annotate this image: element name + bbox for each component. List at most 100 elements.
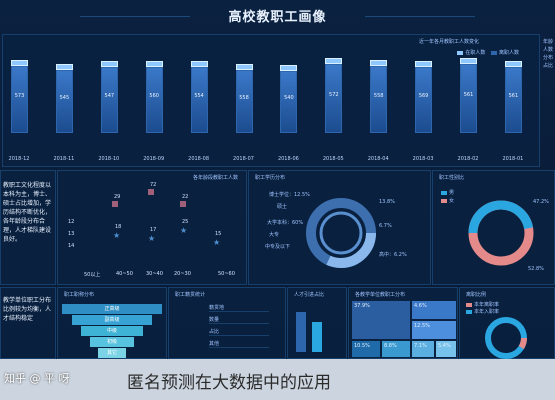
mini-donut-legend: 本年离职率 本年入职率 <box>466 302 499 316</box>
scatter-x-label: 20~30 <box>174 271 191 277</box>
bar-month-label: 2018-10 <box>98 156 120 162</box>
bar: 569 <box>415 61 433 133</box>
bar-value: 558 <box>239 94 249 101</box>
table-row: 籍贯地 <box>209 304 269 312</box>
bar-cap <box>504 61 522 67</box>
bar-cap <box>100 61 118 67</box>
bar: 572 <box>325 58 343 133</box>
donut2-legend: 男 女 <box>441 189 454 205</box>
scatter-y-label: 14 <box>68 243 75 249</box>
bar-month-label: 2018-08 <box>188 156 210 162</box>
bar-cap <box>415 61 433 67</box>
donut2-male-arc <box>468 200 534 266</box>
native-table-panel: 职工籍贯统计 籍贯地 数量 占比 其他 <box>168 287 286 359</box>
bar-cap <box>55 64 73 70</box>
bar-value: 572 <box>329 91 339 98</box>
funnel-title: 职工职称分布 <box>64 292 95 298</box>
scatter-star-icon: ★ <box>148 234 156 243</box>
donut1-ring-highlight <box>306 198 376 268</box>
education-donut-panel: 职工学历分布 博士学位：12.5% 硕士 大学本科：60% 大专 中专及以下 13.8% 6… <box>248 170 431 285</box>
bar-month-label: 2018-12 <box>8 156 30 162</box>
chart-legend: 在职人数 离职人数 <box>457 49 519 56</box>
gender-donut-panel: 职工性别比 男 女 47.2% 52.8% <box>432 170 555 285</box>
legend-swatch-male <box>441 190 447 195</box>
donut1-svg <box>306 198 376 268</box>
table-row: 数量 <box>209 316 269 324</box>
bar-month-label: 2018-09 <box>143 156 165 162</box>
scatter-star-icon: ★ <box>113 231 121 240</box>
legend-swatch-join <box>466 309 472 314</box>
age-scatter-panel: 各年龄段教职工人数 50以上 40~50 30~40 20~30 50~60 72 22 29… <box>57 170 247 285</box>
chart-title: 近一年各月教职工人数变化 <box>418 39 479 45</box>
donut1-label: 硕士 <box>277 204 288 210</box>
bottom-left-note: 教学单位职工分布比例较为均衡，人才结构稳定 <box>3 297 52 322</box>
bar-value: 558 <box>373 92 384 99</box>
donut1-label: 13.8% <box>379 199 395 205</box>
talent-bars-panel: 人才引进占比 <box>287 287 347 359</box>
bar-value: 561 <box>508 93 519 99</box>
bar-cap <box>190 61 208 67</box>
mini-donut-svg <box>485 317 527 359</box>
donut2-label-a: 47.2% <box>533 199 549 205</box>
bar-cap <box>370 60 388 66</box>
bar-month-label: 2018-04 <box>367 156 389 162</box>
bars2-title: 人才引进占比 <box>294 292 325 298</box>
bar-value: 573 <box>14 92 25 99</box>
bar: 561 <box>504 61 522 133</box>
legend-label-2: 离职人数 <box>498 50 519 56</box>
legend-swatch-leave <box>466 302 472 307</box>
scatter-square-label: 22 <box>182 194 189 200</box>
donut2-svg <box>468 200 534 266</box>
scatter-star-label: 17 <box>150 227 157 233</box>
treemap-block: 8.8% <box>381 340 411 358</box>
table-title: 职工籍贯统计 <box>175 292 206 298</box>
scatter-square <box>112 201 118 207</box>
bar: 545 <box>55 64 73 133</box>
legend-female: 女 <box>449 198 455 204</box>
table-row: 占比 <box>209 328 269 336</box>
bar-month-label: 2018-01 <box>502 156 524 162</box>
donut2-label-b: 52.8% <box>528 266 544 272</box>
treemap-block: 10.5% <box>351 340 381 358</box>
scatter-star-label: 25 <box>182 219 189 225</box>
treemap-title: 各教学单位教职工分布 <box>355 292 406 298</box>
scatter-y-label: 13 <box>68 231 75 237</box>
bar-value: 545 <box>59 94 70 101</box>
mini-donut-ring <box>485 317 527 359</box>
left-text-panel <box>0 170 56 285</box>
bar: 561 <box>460 58 477 133</box>
watermark-banner <box>0 359 555 400</box>
bar-value: 554 <box>194 93 204 99</box>
funnel-level: 副高级 <box>72 315 152 325</box>
funnel-level: 正高级 <box>62 304 162 314</box>
bar: 558 <box>235 64 253 133</box>
legend-male: 男 <box>449 190 455 196</box>
bar-month-label: 2018-07 <box>233 156 254 162</box>
donut1-label: 6.7% <box>379 223 392 229</box>
bar-value: 569 <box>418 93 429 99</box>
bar-month-label: 2018-05 <box>322 156 344 162</box>
left-note: 教职工文化程度以本科为主，博士、硕士占比增加，学历结构不断优化，各年龄段分布合理… <box>3 182 52 243</box>
scatter-x-label: 50~60 <box>218 271 235 277</box>
funnel-level: 其它 <box>98 348 126 358</box>
donut2-title: 职工性别比 <box>439 175 465 181</box>
funnel-level: 中级 <box>81 326 143 336</box>
bar-month-label: 2018-06 <box>277 156 299 162</box>
donut1-label: 博士学位：12.5% <box>269 192 310 198</box>
scatter-x-label: 30~40 <box>146 271 163 277</box>
title-funnel-panel: 职工职称分布 正高级 副高级 中级 初级 其它 <box>57 287 167 359</box>
page-title: 高校教职工画像 <box>0 6 555 25</box>
scatter-title: 各年龄段教职工人数 <box>192 175 238 181</box>
donut1-label: 高中：6.2% <box>379 252 407 258</box>
scatter-square <box>148 189 154 195</box>
legend-swatch-female <box>441 198 447 203</box>
treemap-block: 7.1% <box>411 340 435 358</box>
bars2-bar-1 <box>296 312 306 352</box>
bar: 560 <box>145 61 163 133</box>
treemap-block: 37.9% <box>351 300 411 340</box>
bar-month-label: 2018-02 <box>457 156 479 162</box>
bar-cap <box>235 64 253 70</box>
funnel-level: 初级 <box>90 337 134 347</box>
watermark-logo: 知乎 @ 平 呀 <box>4 372 70 385</box>
mini-donut-title: 离职比例 <box>466 292 487 298</box>
